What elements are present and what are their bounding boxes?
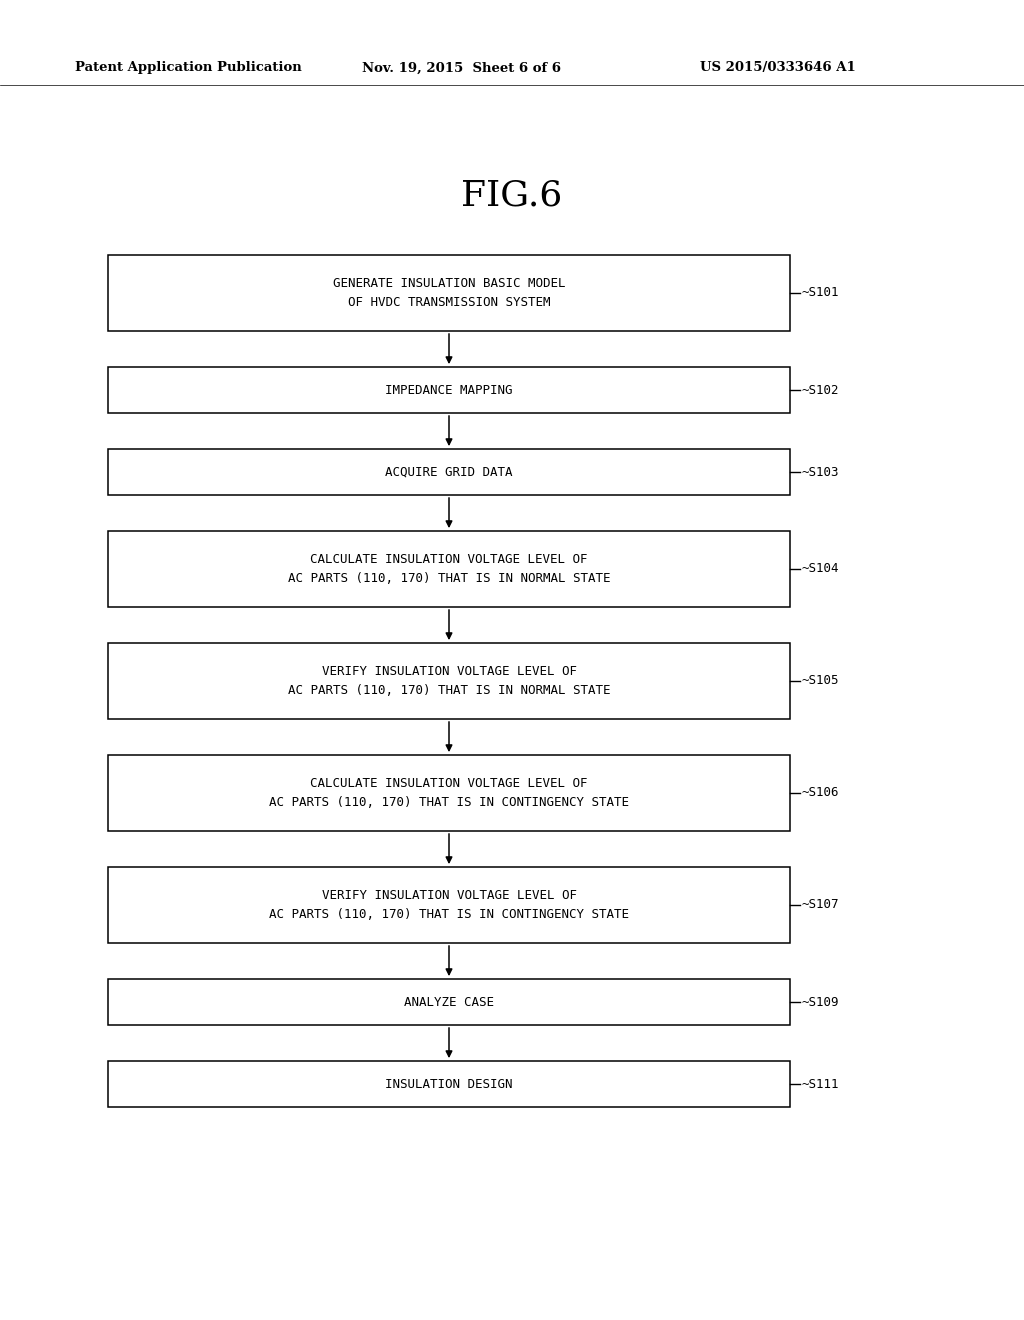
Text: VERIFY INSULATION VOLTAGE LEVEL OF
AC PARTS (110, 170) THAT IS IN NORMAL STATE: VERIFY INSULATION VOLTAGE LEVEL OF AC PA… xyxy=(288,665,610,697)
Text: ANALYZE CASE: ANALYZE CASE xyxy=(404,995,494,1008)
Text: Nov. 19, 2015  Sheet 6 of 6: Nov. 19, 2015 Sheet 6 of 6 xyxy=(362,62,561,74)
Text: US 2015/0333646 A1: US 2015/0333646 A1 xyxy=(700,62,856,74)
Text: ~S105: ~S105 xyxy=(802,675,840,688)
Text: ~S106: ~S106 xyxy=(802,787,840,800)
Bar xyxy=(108,979,790,1026)
Bar xyxy=(108,643,790,719)
Text: ~S101: ~S101 xyxy=(802,286,840,300)
Bar xyxy=(108,531,790,607)
Text: ~S109: ~S109 xyxy=(802,995,840,1008)
Text: ACQUIRE GRID DATA: ACQUIRE GRID DATA xyxy=(385,466,513,479)
Text: GENERATE INSULATION BASIC MODEL
OF HVDC TRANSMISSION SYSTEM: GENERATE INSULATION BASIC MODEL OF HVDC … xyxy=(333,277,565,309)
Text: CALCULATE INSULATION VOLTAGE LEVEL OF
AC PARTS (110, 170) THAT IS IN NORMAL STAT: CALCULATE INSULATION VOLTAGE LEVEL OF AC… xyxy=(288,553,610,585)
Text: ~S102: ~S102 xyxy=(802,384,840,396)
Bar xyxy=(108,755,790,832)
Text: VERIFY INSULATION VOLTAGE LEVEL OF
AC PARTS (110, 170) THAT IS IN CONTINGENCY ST: VERIFY INSULATION VOLTAGE LEVEL OF AC PA… xyxy=(269,890,629,921)
Text: Patent Application Publication: Patent Application Publication xyxy=(75,62,302,74)
Bar xyxy=(108,867,790,942)
Text: ~S104: ~S104 xyxy=(802,562,840,576)
Text: ~S103: ~S103 xyxy=(802,466,840,479)
Text: ~S107: ~S107 xyxy=(802,899,840,912)
Bar xyxy=(108,367,790,413)
Text: CALCULATE INSULATION VOLTAGE LEVEL OF
AC PARTS (110, 170) THAT IS IN CONTINGENCY: CALCULATE INSULATION VOLTAGE LEVEL OF AC… xyxy=(269,777,629,809)
Bar xyxy=(108,1061,790,1107)
Text: IMPEDANCE MAPPING: IMPEDANCE MAPPING xyxy=(385,384,513,396)
Bar xyxy=(108,449,790,495)
Bar xyxy=(108,255,790,331)
Text: INSULATION DESIGN: INSULATION DESIGN xyxy=(385,1077,513,1090)
Text: FIG.6: FIG.6 xyxy=(462,178,562,213)
Text: ~S111: ~S111 xyxy=(802,1077,840,1090)
